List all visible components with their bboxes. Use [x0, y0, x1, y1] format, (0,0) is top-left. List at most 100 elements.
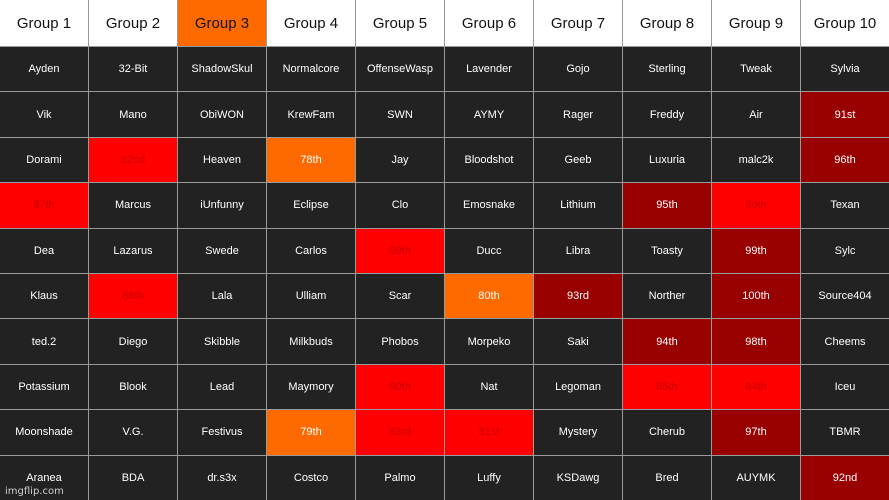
- grid-cell: AUYMK: [712, 455, 800, 500]
- column-header-group-1: Group 1: [0, 0, 88, 46]
- grid-cell: BDA: [89, 455, 177, 500]
- grid-cell: Heaven: [178, 137, 266, 183]
- grid-cell: Mano: [89, 92, 177, 137]
- grid-cell: Scar: [356, 274, 444, 319]
- grid-cell: 83rd: [356, 410, 444, 455]
- grid-cell: Milkbuds: [267, 319, 355, 364]
- grid-cell: Marcus: [89, 183, 177, 228]
- grid-cell: 90th: [356, 364, 444, 410]
- grid-cell: Cheems: [801, 319, 889, 364]
- grid-cell: 92nd: [801, 455, 889, 500]
- grid-cell: Ayden: [0, 47, 88, 92]
- grid-cell: Norther: [623, 274, 711, 319]
- grid-cell: Dea: [0, 228, 88, 273]
- grid-cell: 81st: [445, 410, 533, 455]
- grid-cell: Mystery: [534, 410, 622, 455]
- grid-cell: V.G.: [89, 410, 177, 455]
- grid-cell: 82nd: [89, 137, 177, 183]
- grid-cell: ted.2: [0, 319, 88, 364]
- grid-cell: Carlos: [267, 228, 355, 273]
- grid-cell: KSDawg: [534, 455, 622, 500]
- grid-cell: Morpeko: [445, 319, 533, 364]
- grid-cell: Klaus: [0, 274, 88, 319]
- grid-cell: Tweak: [712, 47, 800, 92]
- grid-cell: 93rd: [534, 274, 622, 319]
- grid-cell: Lead: [178, 364, 266, 410]
- grid-cell: Rager: [534, 92, 622, 137]
- grid-cell: Nat: [445, 364, 533, 410]
- grid-cell: ObiWON: [178, 92, 266, 137]
- grid-cell: Maymory: [267, 364, 355, 410]
- grid-cell: Bloodshot: [445, 137, 533, 183]
- column-header-group-8: Group 8: [623, 0, 711, 46]
- grid-cell: Lithium: [534, 183, 622, 228]
- grid-cell: 85th: [623, 364, 711, 410]
- column-header-group-9: Group 9: [712, 0, 800, 46]
- grid-cell: Festivus: [178, 410, 266, 455]
- grid-cell: Ducc: [445, 228, 533, 273]
- grid-cell: Eclipse: [267, 183, 355, 228]
- grid-cell: KrewFam: [267, 92, 355, 137]
- grid-cell: 80th: [445, 274, 533, 319]
- grid-cell: 98th: [712, 319, 800, 364]
- grid-cell: Diego: [89, 319, 177, 364]
- grid-cell: Luffy: [445, 455, 533, 500]
- grid-cell: 100th: [712, 274, 800, 319]
- grid-cell: Air: [712, 92, 800, 137]
- grid-cell: Swede: [178, 228, 266, 273]
- grid-cell: Bred: [623, 455, 711, 500]
- grid-cell: Dorami: [0, 137, 88, 183]
- grid-cell: Blook: [89, 364, 177, 410]
- grid-cell: Gojo: [534, 47, 622, 92]
- grid-cell: Lala: [178, 274, 266, 319]
- grid-cell: Luxuria: [623, 137, 711, 183]
- grid-cell: Potassium: [0, 364, 88, 410]
- watermark: imgflip.com: [5, 486, 64, 497]
- grid-cell: Libra: [534, 228, 622, 273]
- grid-cell: Vik: [0, 92, 88, 137]
- grid-cell: Sylc: [801, 228, 889, 273]
- grid-cell: 96th: [801, 137, 889, 183]
- column-header-group-3: Group 3: [178, 0, 266, 46]
- grid-cell: Jay: [356, 137, 444, 183]
- grid-cell: 86th: [712, 183, 800, 228]
- grid-cell: 95th: [623, 183, 711, 228]
- column-header-group-5: Group 5: [356, 0, 444, 46]
- grid-cell: Cherub: [623, 410, 711, 455]
- grid-cell: Texan: [801, 183, 889, 228]
- grid-cell: Moonshade: [0, 410, 88, 455]
- grid-cell: 78th: [267, 137, 355, 183]
- grid-cell: Geeb: [534, 137, 622, 183]
- grid-cell: dr.s3x: [178, 455, 266, 500]
- grid-cell: Sterling: [623, 47, 711, 92]
- grid-cell: Legoman: [534, 364, 622, 410]
- grid-cell: 99th: [712, 228, 800, 273]
- grid-cell: Costco: [267, 455, 355, 500]
- grid-cell: Phobos: [356, 319, 444, 364]
- grid-cell: malc2k: [712, 137, 800, 183]
- column-header-group-7: Group 7: [534, 0, 622, 46]
- grid-cell: Iceu: [801, 364, 889, 410]
- grid-cell: Palmo: [356, 455, 444, 500]
- grid-cell: Freddy: [623, 92, 711, 137]
- grid-cell: TBMR: [801, 410, 889, 455]
- grid-cell: Normalcore: [267, 47, 355, 92]
- grid-cell: 84th: [712, 364, 800, 410]
- grid-cell: Lazarus: [89, 228, 177, 273]
- grid-cell: Toasty: [623, 228, 711, 273]
- grid-cell: Ulliam: [267, 274, 355, 319]
- grid-cell: Saki: [534, 319, 622, 364]
- grid-cell: 87th: [0, 183, 88, 228]
- grid-cell: 32-Bit: [89, 47, 177, 92]
- column-header-group-6: Group 6: [445, 0, 533, 46]
- grid-cell: 97th: [712, 410, 800, 455]
- grid-cell: 88th: [89, 274, 177, 319]
- grid-cell: iUnfunny: [178, 183, 266, 228]
- grid-cell: ShadowSkul: [178, 47, 266, 92]
- grid-cell: Source404: [801, 274, 889, 319]
- grid-cell: 91st: [801, 92, 889, 137]
- column-header-group-4: Group 4: [267, 0, 355, 46]
- grid-cell: 79th: [267, 410, 355, 455]
- column-header-group-10: Group 10: [801, 0, 889, 46]
